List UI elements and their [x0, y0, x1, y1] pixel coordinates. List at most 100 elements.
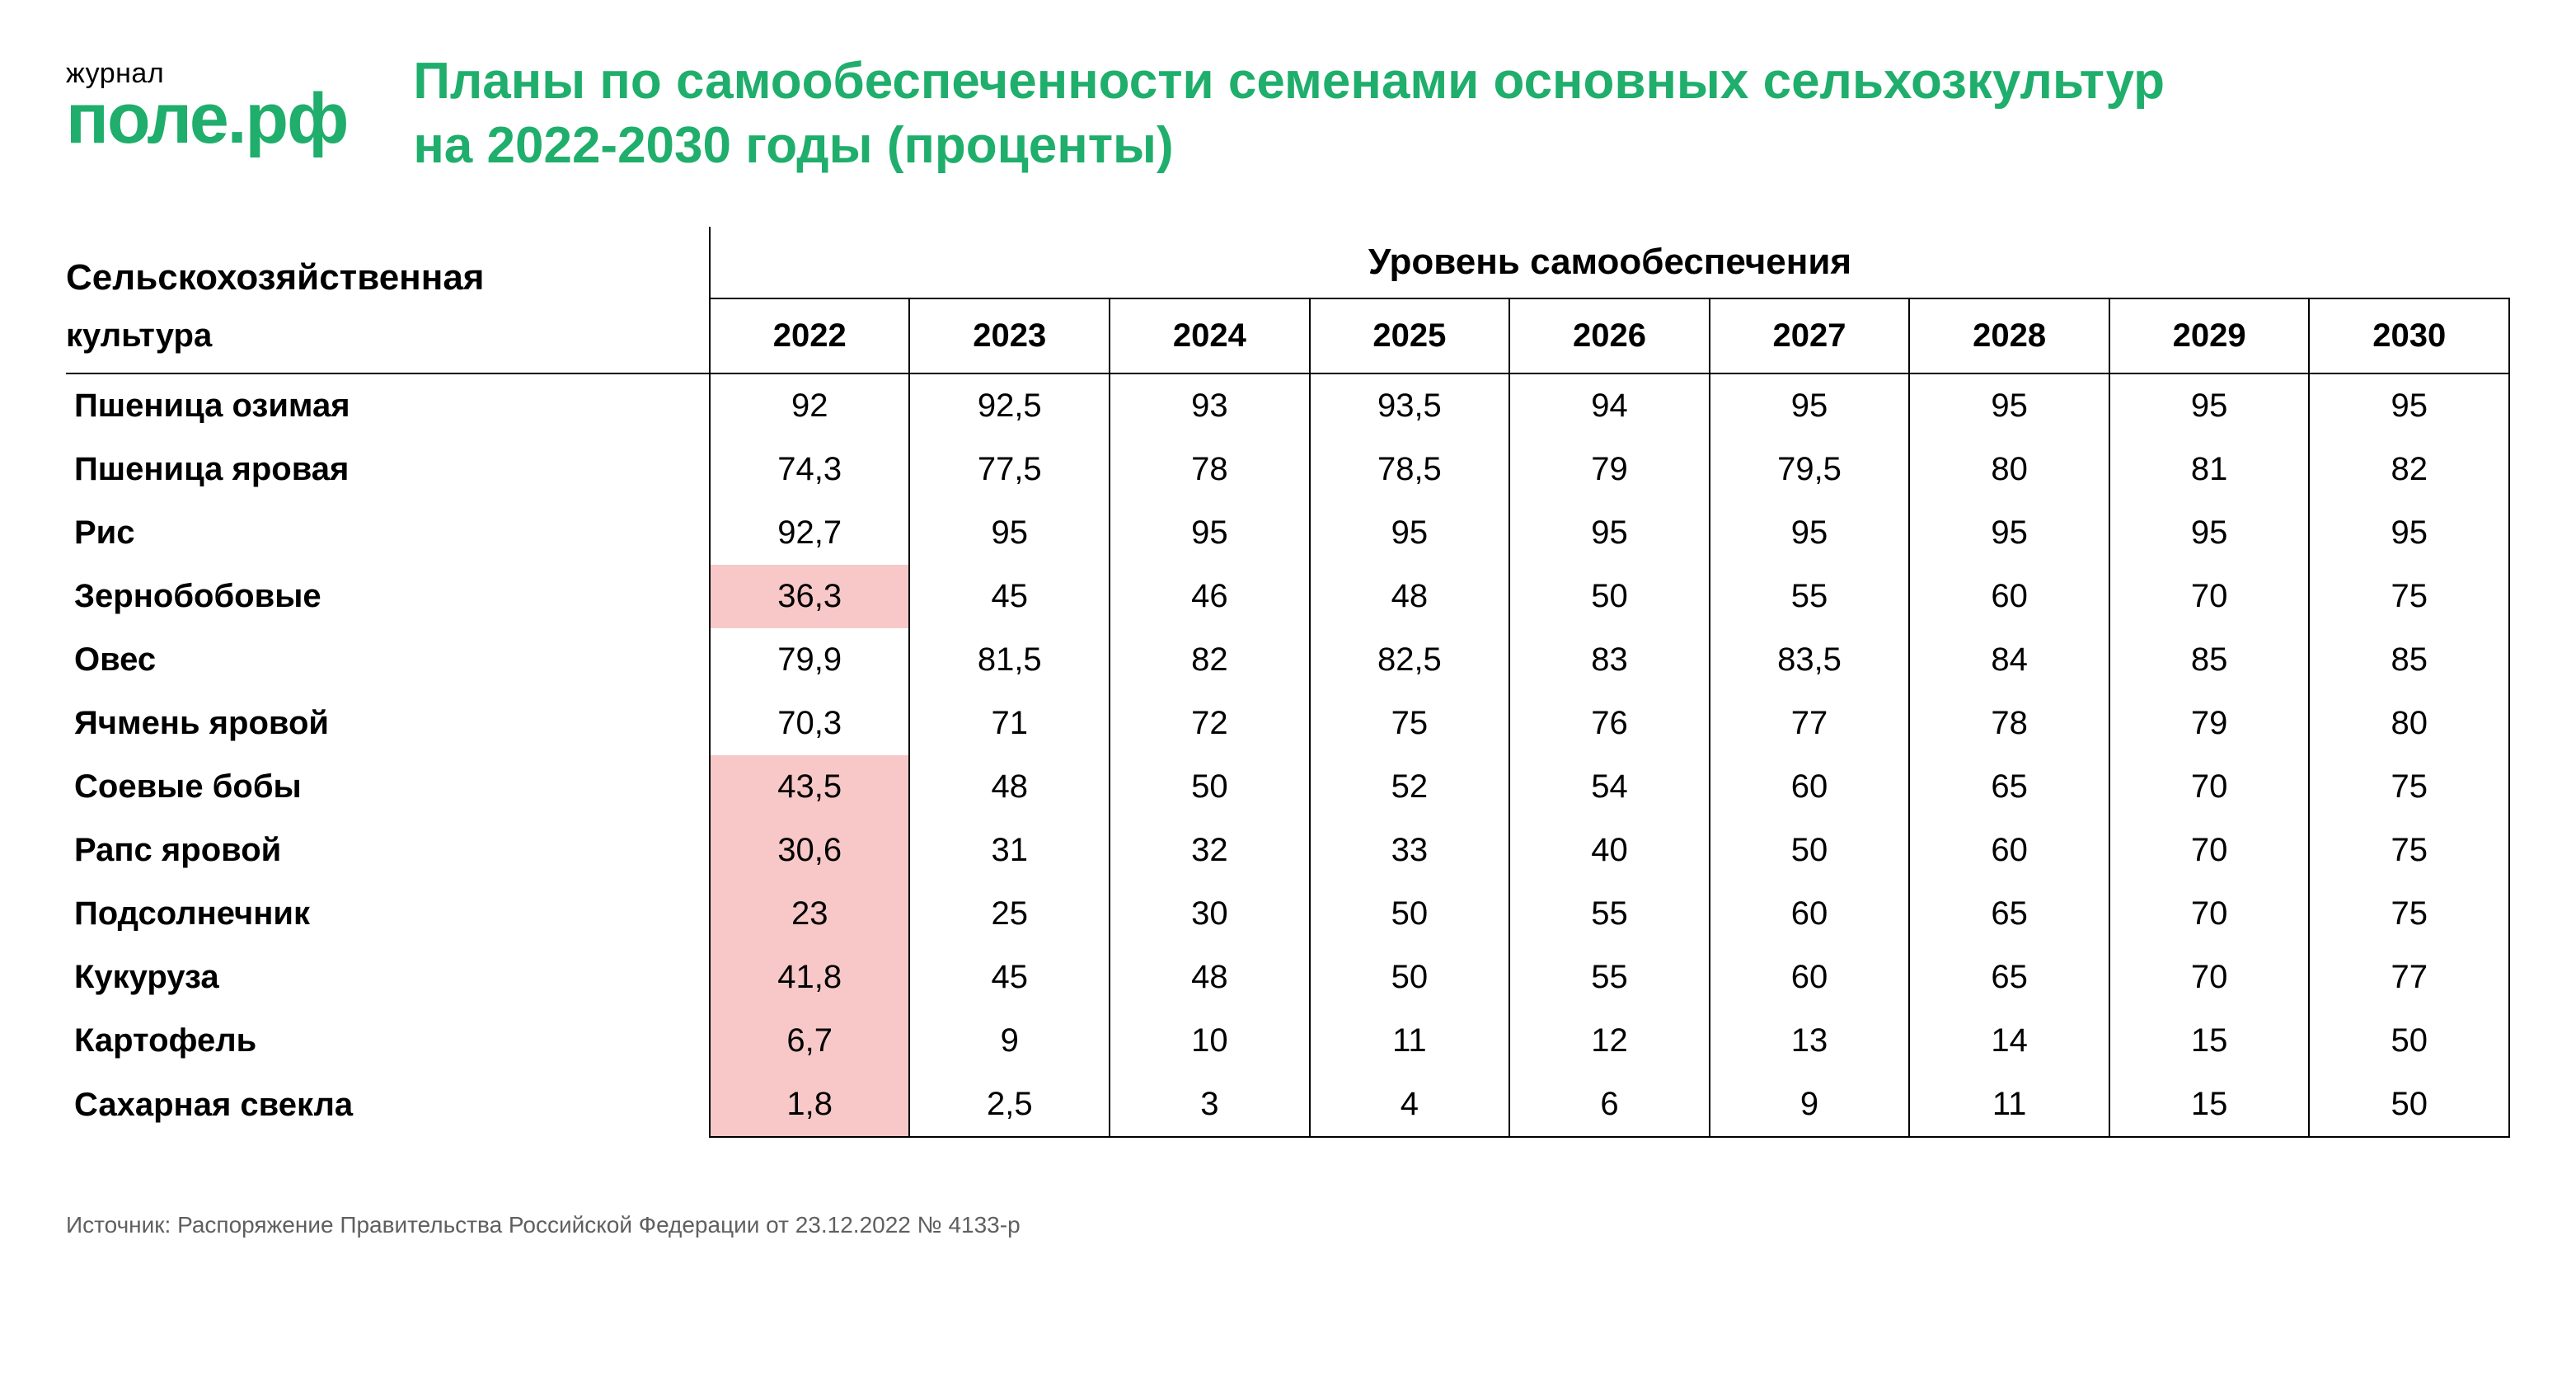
- table-row: Зернобобовые36,34546485055607075: [66, 565, 2509, 628]
- data-cell: 78: [1909, 692, 2109, 755]
- data-cell: 70: [2109, 565, 2310, 628]
- data-cell: 80: [1909, 438, 2109, 501]
- table-row: Пшеница яровая74,377,57878,57979,5808182: [66, 438, 2509, 501]
- data-cell: 60: [1909, 565, 2109, 628]
- data-cell: 4: [1310, 1073, 1510, 1137]
- data-cell: 95: [1710, 373, 1910, 438]
- data-cell: 60: [1710, 755, 1910, 819]
- table-row: Рис92,79595959595959595: [66, 501, 2509, 565]
- data-cell: 95: [1110, 501, 1310, 565]
- data-cell: 95: [1509, 501, 1710, 565]
- data-cell: 95: [1310, 501, 1510, 565]
- data-cell: 82,5: [1310, 628, 1510, 692]
- data-cell: 83,5: [1710, 628, 1910, 692]
- column-header: 2030: [2309, 298, 2509, 373]
- logo: журнал поле.рф: [66, 49, 347, 154]
- column-header: 2029: [2109, 298, 2310, 373]
- data-cell: 1,8: [710, 1073, 910, 1137]
- data-cell: 11: [1909, 1073, 2109, 1137]
- data-cell: 78,5: [1310, 438, 1510, 501]
- data-cell: 70: [2109, 946, 2310, 1009]
- column-header: 2027: [1710, 298, 1910, 373]
- data-cell: 50: [2309, 1073, 2509, 1137]
- row-label: Рапс яровой: [66, 819, 710, 882]
- data-cell: 23: [710, 882, 910, 946]
- data-cell: 48: [909, 755, 1110, 819]
- data-cell: 41,8: [710, 946, 910, 1009]
- data-cell: 14: [1909, 1009, 2109, 1073]
- data-cell: 48: [1110, 946, 1310, 1009]
- column-header: 2026: [1509, 298, 1710, 373]
- data-cell: 77,5: [909, 438, 1110, 501]
- data-cell: 81: [2109, 438, 2310, 501]
- row-label: Пшеница озимая: [66, 373, 710, 438]
- data-cell: 31: [909, 819, 1110, 882]
- data-cell: 95: [1710, 501, 1910, 565]
- data-cell: 85: [2309, 628, 2509, 692]
- data-cell: 65: [1909, 755, 2109, 819]
- data-cell: 50: [1310, 946, 1510, 1009]
- data-cell: 92,5: [909, 373, 1110, 438]
- data-cell: 84: [1909, 628, 2109, 692]
- logo-bottom-text: поле.рф: [66, 83, 347, 154]
- data-cell: 15: [2109, 1073, 2310, 1137]
- data-cell: 45: [909, 946, 1110, 1009]
- data-cell: 82: [1110, 628, 1310, 692]
- data-cell: 50: [1710, 819, 1910, 882]
- data-cell: 79: [1509, 438, 1710, 501]
- data-cell: 54: [1509, 755, 1710, 819]
- data-cell: 92: [710, 373, 910, 438]
- data-cell: 55: [1710, 565, 1910, 628]
- data-cell: 55: [1509, 882, 1710, 946]
- data-cell: 55: [1509, 946, 1710, 1009]
- data-cell: 80: [2309, 692, 2509, 755]
- data-cell: 95: [1909, 501, 2109, 565]
- data-cell: 13: [1710, 1009, 1910, 1073]
- column-header: 2025: [1310, 298, 1510, 373]
- data-cell: 33: [1310, 819, 1510, 882]
- data-cell: 72: [1110, 692, 1310, 755]
- data-cell: 3: [1110, 1073, 1310, 1137]
- table-row: Подсолнечник232530505560657075: [66, 882, 2509, 946]
- data-cell: 52: [1310, 755, 1510, 819]
- table-row: Соевые бобы43,54850525460657075: [66, 755, 2509, 819]
- table-row: Ячмень яровой70,37172757677787980: [66, 692, 2509, 755]
- table-row: Пшеница озимая9292,59393,59495959595: [66, 373, 2509, 438]
- data-cell: 81,5: [909, 628, 1110, 692]
- data-cell: 79,5: [1710, 438, 1910, 501]
- row-label: Зернобобовые: [66, 565, 710, 628]
- row-header-label: Сельскохозяйственная: [66, 227, 710, 298]
- data-cell: 46: [1110, 565, 1310, 628]
- row-label: Пшеница яровая: [66, 438, 710, 501]
- data-cell: 2,5: [909, 1073, 1110, 1137]
- data-cell: 75: [2309, 819, 2509, 882]
- data-cell: 83: [1509, 628, 1710, 692]
- data-cell: 95: [2109, 501, 2310, 565]
- data-cell: 15: [2109, 1009, 2310, 1073]
- data-cell: 9: [1710, 1073, 1910, 1137]
- data-cell: 93,5: [1310, 373, 1510, 438]
- data-cell: 30,6: [710, 819, 910, 882]
- data-cell: 32: [1110, 819, 1310, 882]
- row-label: Ячмень яровой: [66, 692, 710, 755]
- table-row: Кукуруза41,84548505560657077: [66, 946, 2509, 1009]
- data-cell: 25: [909, 882, 1110, 946]
- data-table: СельскохозяйственнаяУровень самообеспече…: [66, 227, 2510, 1138]
- data-cell: 70: [2109, 755, 2310, 819]
- data-cell: 6,7: [710, 1009, 910, 1073]
- data-cell: 95: [2309, 373, 2509, 438]
- data-cell: 6: [1509, 1073, 1710, 1137]
- data-cell: 65: [1909, 946, 2109, 1009]
- data-cell: 77: [2309, 946, 2509, 1009]
- data-cell: 82: [2309, 438, 2509, 501]
- row-label: Кукуруза: [66, 946, 710, 1009]
- data-cell: 30: [1110, 882, 1310, 946]
- page-title: Планы по самообеспеченности семенами осн…: [413, 49, 2226, 177]
- data-cell: 43,5: [710, 755, 910, 819]
- data-cell: 10: [1110, 1009, 1310, 1073]
- page-header: журнал поле.рф Планы по самообеспеченнос…: [66, 49, 2510, 177]
- row-label: Картофель: [66, 1009, 710, 1073]
- data-cell: 85: [2109, 628, 2310, 692]
- data-cell: 74,3: [710, 438, 910, 501]
- group-header: Уровень самообеспечения: [710, 227, 2509, 298]
